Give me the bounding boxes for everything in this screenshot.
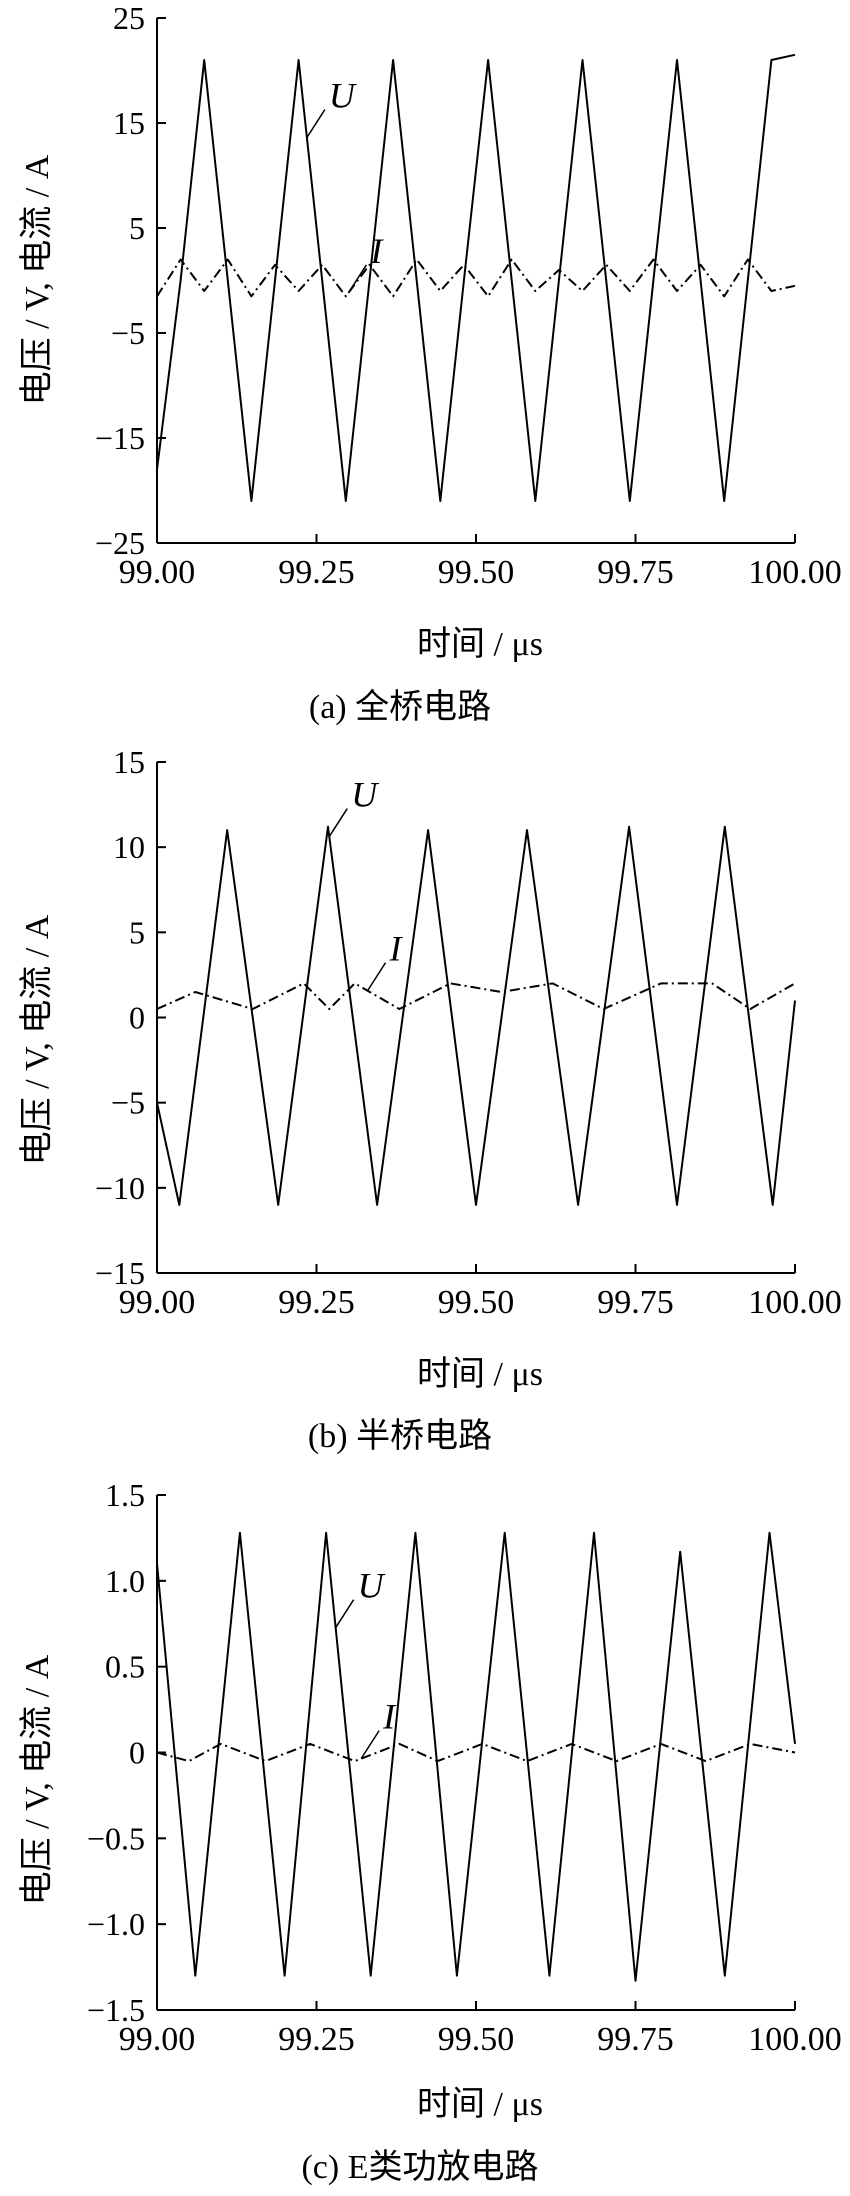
annotation-label-u: U [358,1566,386,1606]
x-tick-label: 99.25 [278,1284,355,1321]
x-tick-label: 99.25 [278,2021,355,2058]
annotation-label-u: U [329,75,357,115]
chart-panel-b: (b) 半桥电路 时间 / μs 电压 / V, 电流 / A 99.00 99.… [18,744,842,1455]
y-tick-label: −25 [95,525,145,561]
series-line-i [156,1742,796,1763]
annotation-leader-i [347,264,368,294]
x-axis-label: 时间 / μs [417,626,543,663]
y-tick-label: 1.5 [105,1477,145,1513]
annotation-leader-u [306,109,326,138]
x-tick-label: 100.00 [748,554,842,591]
chart-caption: (a) 全桥电路 [309,688,491,726]
series-line-i [156,982,796,1010]
x-tick-label: 99.00 [119,2021,196,2058]
y-tick-label: 0 [129,1000,145,1036]
y-tick-label: −1.5 [87,1992,145,2028]
y-tick-label: 0 [129,1735,145,1771]
x-tick-label: 99.50 [438,1284,515,1321]
series-line-u [156,1531,796,1982]
x-tick-label: 100.00 [748,2021,842,2058]
annotation-label-u: U [351,775,379,815]
y-tick-label: 1.0 [105,1563,145,1599]
y-tick-label: 15 [113,744,145,780]
chart-caption: (b) 半桥电路 [308,1417,492,1455]
y-tick-label: −5 [111,315,145,351]
y-tick-label: −15 [95,1255,145,1291]
x-tick-label: 99.00 [119,554,196,591]
annotation-leader-i [360,1730,380,1760]
annotation-label-i: I [369,231,384,271]
x-tick-label: 99.00 [119,1284,196,1321]
y-axis-label: 电压 / V, 电流 / A [18,914,56,1165]
y-tick-label: 15 [113,105,145,141]
y-tick-label: −10 [95,1170,145,1206]
y-tick-label: −5 [111,1085,145,1121]
series-line-u [156,825,796,1206]
x-tick-label: 99.75 [597,554,674,591]
x-axis-label: 时间 / μs [417,2086,543,2123]
x-tick-label: 99.25 [278,554,355,591]
y-tick-label: 10 [113,829,145,865]
y-axis-label: 电压 / V, 电流 / A [18,1654,56,1905]
series-line-i [156,258,796,298]
annotation-leader-i [366,962,387,992]
y-tick-label: 0.5 [105,1649,145,1685]
y-axis-label: 电压 / V, 电流 / A [18,154,56,405]
y-tick-label: −1.0 [87,1906,145,1942]
chart-caption: (c) E类功放电路 [301,2148,538,2186]
y-tick-label: 5 [129,210,145,246]
y-tick-label: −15 [95,420,145,456]
y-tick-label: 25 [113,0,145,36]
x-tick-label: 99.75 [597,2021,674,2058]
x-tick-label: 99.75 [597,1284,674,1321]
x-tick-label: 99.50 [438,2021,515,2058]
annotation-leader-u [328,808,348,837]
x-tick-label: 99.50 [438,554,515,591]
annotation-label-i: I [382,1697,397,1737]
annotation-leader-u [335,1599,355,1629]
y-tick-label: 5 [129,914,145,950]
x-axis-label: 时间 / μs [417,1356,543,1393]
chart-panel-c: (c) E类功放电路 时间 / μs 电压 / V, 电流 / A 99.00 9… [18,1477,842,2186]
chart-panel-a: (a) 全桥电路 时间 / μs 电压 / V, 电流 / A 99.00 99.… [18,0,842,726]
x-tick-label: 100.00 [748,1284,842,1321]
y-tick-label: −0.5 [87,1820,145,1856]
series-line-u [156,53,796,502]
annotation-label-i: I [389,929,404,969]
